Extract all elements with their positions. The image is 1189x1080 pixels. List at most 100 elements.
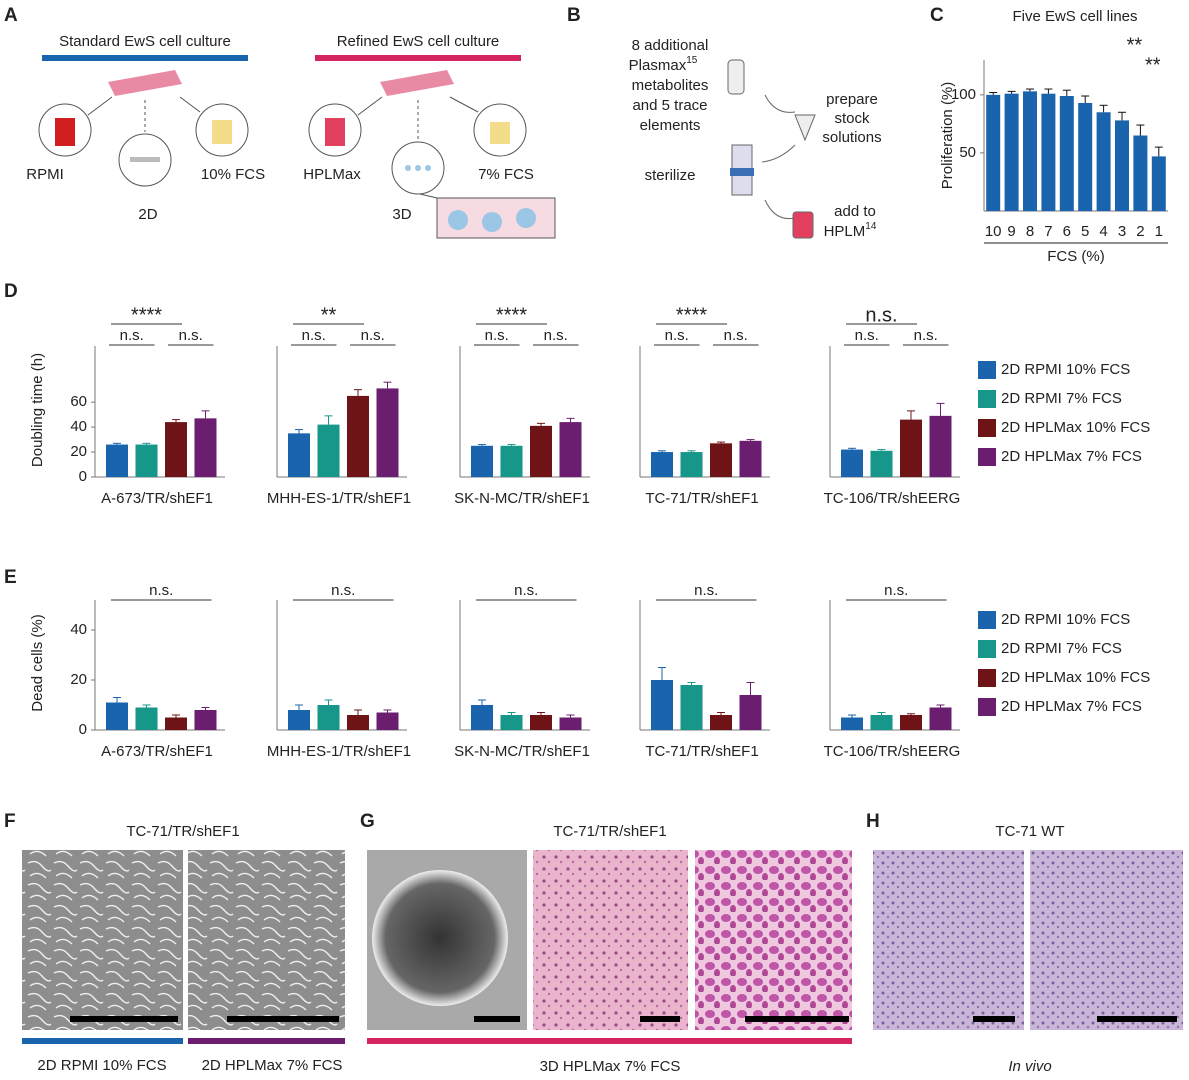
bar (165, 422, 187, 477)
x-tick-label: 2 (1136, 223, 1144, 240)
y-tick-label: 40 (70, 621, 87, 638)
x-tick-label: MHH-ES-1/TR/shEF1 (267, 490, 411, 507)
x-tick-label: 10 (985, 223, 1002, 240)
legend-label: 2D HPLMax 7% FCS (1001, 698, 1142, 715)
scale-bar (745, 1016, 849, 1022)
caption: 2D RPMI 10% FCS (37, 1057, 166, 1074)
legend-swatch (978, 611, 996, 629)
bar (651, 452, 673, 477)
panel-a: A Standard EwS cell culture Refined EwS … (4, 5, 556, 239)
bar (188, 1038, 345, 1044)
y-tick-label: 50 (959, 144, 976, 161)
significance: n.s. (694, 582, 718, 599)
bar (288, 433, 310, 477)
legend-swatch (978, 419, 996, 437)
scale-bar (973, 1016, 1015, 1022)
bar (194, 710, 217, 730)
y-tick-label: 40 (70, 418, 87, 435)
label: 3D (392, 206, 411, 223)
y-axis-label: Dead cells (%) (29, 614, 46, 712)
label: 8 additional (632, 37, 709, 54)
bar (870, 715, 893, 730)
significance: ** (321, 304, 337, 326)
bar (929, 707, 952, 730)
significance: n.s. (855, 327, 879, 344)
icon (405, 165, 536, 232)
legend-swatch (978, 448, 996, 466)
bar (315, 55, 521, 61)
image (873, 850, 1024, 1030)
bar (22, 1038, 183, 1044)
legend-label: 2D RPMI 10% FCS (1001, 361, 1130, 378)
scale-bar (474, 1016, 520, 1022)
label: elements (640, 117, 701, 134)
panel-h: H TC-71 WT In vivo (866, 811, 1183, 1075)
significance: n.s. (302, 327, 326, 344)
label: HPLMax (303, 166, 361, 183)
bar (900, 419, 922, 477)
y-tick-label: 100 (951, 86, 976, 103)
scale-bar (640, 1016, 680, 1022)
bar (739, 440, 762, 477)
bar (559, 717, 582, 730)
panel-label: G (360, 811, 375, 832)
x-tick-label: 7 (1044, 223, 1052, 240)
label: prepare (826, 91, 878, 108)
significance: ** (1127, 34, 1143, 56)
bar (739, 695, 762, 730)
bar (471, 445, 493, 477)
image (372, 870, 508, 1006)
icon (130, 157, 160, 162)
x-tick-label: MHH-ES-1/TR/shEF1 (267, 743, 411, 760)
label: 2D (138, 206, 157, 223)
label: stock (834, 110, 870, 127)
bar (900, 715, 922, 730)
panel-label: F (4, 811, 16, 832)
bar (1041, 93, 1056, 211)
image (533, 850, 688, 1030)
legend-swatch (978, 640, 996, 658)
caption: 3D HPLMax 7% FCS (540, 1058, 681, 1075)
bar (376, 712, 399, 730)
bar (530, 425, 552, 477)
significance: ** (1145, 54, 1161, 76)
diagram (727, 59, 816, 239)
icon (212, 120, 232, 144)
icon (55, 118, 75, 146)
legend-label: 2D RPMI 7% FCS (1001, 640, 1122, 657)
bar (986, 94, 1001, 211)
y-tick-label: 20 (70, 671, 87, 688)
significance: n.s. (179, 327, 203, 344)
bar (42, 55, 248, 61)
x-tick-label: A-673/TR/shEF1 (101, 490, 213, 507)
label: add to (834, 203, 876, 220)
icon (490, 122, 510, 144)
y-axis-label: Proliferation (%) (939, 82, 956, 190)
bar (680, 685, 703, 730)
panel-g: G TC-71/TR/shEF1 3D HPLMax 7% FCS (360, 811, 852, 1075)
panel-f: F TC-71/TR/shEF1 2D RPMI 10% FCS 2D HPLM… (4, 811, 345, 1074)
bar (1004, 93, 1019, 211)
significance: n.s. (514, 582, 538, 599)
bar (1078, 102, 1093, 211)
icon (108, 70, 182, 96)
caption: 2D HPLMax 7% FCS (202, 1057, 343, 1074)
significance: **** (131, 304, 162, 326)
heading: Standard EwS cell culture (59, 33, 231, 50)
bar (841, 717, 863, 730)
panel-label: D (4, 281, 18, 302)
bar (559, 422, 582, 477)
bar (106, 702, 128, 730)
title: TC-71/TR/shEF1 (126, 823, 239, 840)
bar (288, 710, 310, 730)
significance: n.s. (884, 582, 908, 599)
x-tick-label: SK-N-MC/TR/shEF1 (454, 490, 590, 507)
caption: In vivo (1008, 1058, 1051, 1075)
significance: n.s. (724, 327, 748, 344)
x-tick-label: SK-N-MC/TR/shEF1 (454, 743, 590, 760)
significance: n.s. (865, 304, 897, 326)
significance: **** (676, 304, 707, 326)
bar (317, 424, 340, 477)
x-tick-label: TC-106/TR/shEERG (824, 490, 961, 507)
y-tick-label: 0 (79, 468, 87, 485)
